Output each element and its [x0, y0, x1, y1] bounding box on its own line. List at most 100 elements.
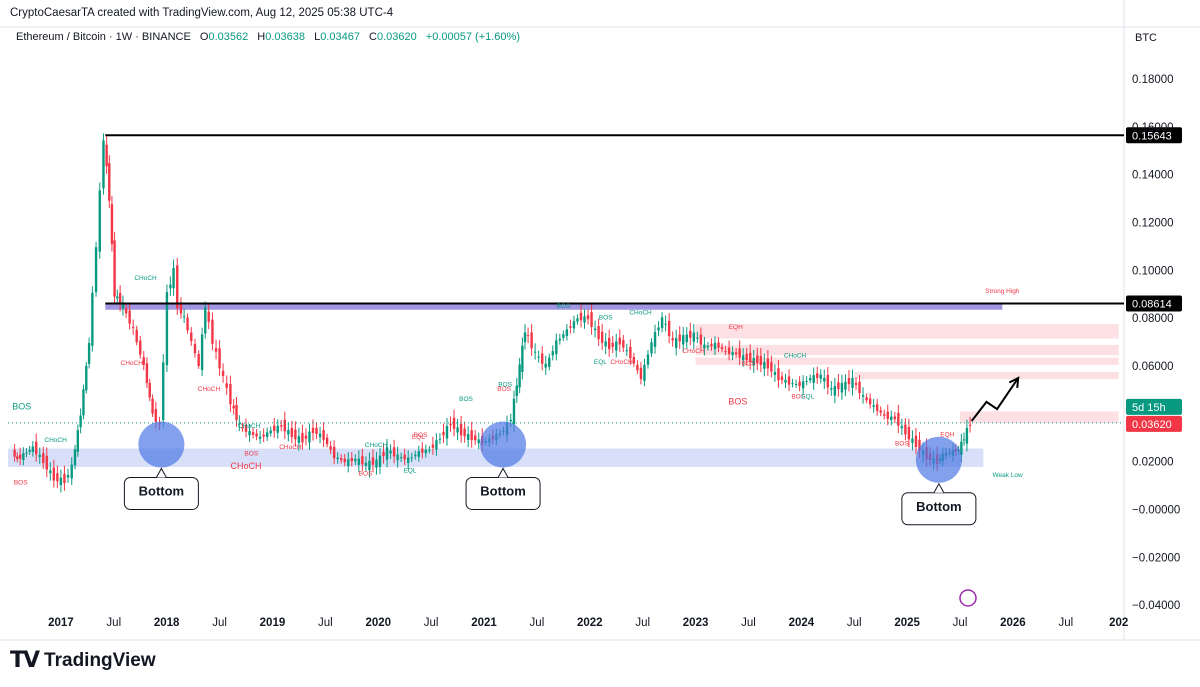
candle-body — [724, 350, 727, 352]
candle-body — [438, 438, 442, 440]
candle-body — [431, 444, 435, 448]
candle-body — [731, 352, 734, 356]
zone-pink — [695, 344, 1119, 356]
x-tick-label: Jul — [106, 617, 121, 629]
candle-body — [615, 341, 618, 351]
structure-annotation: BOS — [728, 397, 747, 407]
candle-body — [28, 449, 31, 452]
symbol-label[interactable]: Ethereum / Bitcoin · 1W · BINANCE — [16, 31, 191, 43]
level-price-label: 0.08614 — [1132, 298, 1172, 310]
candle-body — [756, 355, 759, 364]
candle-body — [893, 416, 897, 420]
bottom-callout-pointer — [497, 467, 509, 478]
candle-body — [847, 378, 851, 385]
zone-purple — [105, 302, 1003, 310]
candle-body — [682, 335, 685, 345]
candle-body — [713, 342, 717, 350]
candle-body — [218, 348, 221, 369]
bottom-callout-box — [123, 476, 199, 510]
candle-body — [530, 332, 533, 349]
last-price-tag — [1126, 415, 1182, 432]
candle-body — [741, 355, 745, 361]
bottom-callout-box — [465, 476, 541, 510]
candle-body — [176, 265, 179, 309]
candle-body — [763, 362, 766, 369]
candle-body — [52, 467, 56, 481]
candle-body — [646, 354, 650, 365]
bottom-callout-label: Bottom — [480, 483, 526, 498]
candle-body — [766, 358, 770, 369]
candle-body — [858, 381, 861, 394]
candle-body — [840, 382, 844, 393]
candle-body — [258, 436, 262, 439]
structure-annotation: CHoCH — [134, 275, 157, 282]
last-price-label: 0.03620 — [1132, 419, 1172, 431]
candle-body — [477, 439, 480, 444]
bottom-callout-label: Bottom — [916, 499, 962, 514]
candle-body — [749, 352, 752, 363]
candle-body — [221, 370, 225, 376]
x-tick-label: 2018 — [154, 617, 180, 629]
candle-body — [22, 453, 25, 460]
structure-annotation: BOS — [556, 303, 570, 310]
candle-body — [883, 414, 886, 416]
candle-body — [118, 292, 122, 305]
candle-body — [35, 441, 38, 455]
candle-body — [82, 389, 85, 416]
candle-body — [70, 464, 73, 479]
candle-body — [350, 458, 353, 462]
zone-pink — [695, 357, 1119, 365]
structure-annotation: BOS — [459, 396, 473, 403]
structure-annotation: EQL — [412, 434, 425, 441]
tradingview-logo[interactable]: TV TradingView — [10, 648, 156, 673]
candle-body — [124, 308, 128, 314]
structure-annotation: BOS — [742, 360, 756, 367]
candle-body — [193, 343, 197, 354]
structure-annotation: Weak Low — [993, 472, 1024, 479]
candle-body — [232, 405, 235, 409]
structure-annotation: CHoCH — [121, 360, 144, 367]
currency-label[interactable]: BTC — [1135, 32, 1157, 44]
x-tick-label: 2019 — [260, 617, 286, 629]
candle-body — [283, 419, 286, 432]
candle-body — [172, 267, 175, 289]
candle-body — [301, 432, 304, 443]
candle-body — [442, 431, 445, 436]
bottom-circle — [915, 436, 962, 483]
candle-body — [399, 457, 403, 459]
candle-body — [965, 427, 969, 444]
x-tick-label: Jul — [424, 617, 439, 629]
candle-body — [154, 409, 158, 422]
structure-annotation: BOS — [599, 314, 613, 321]
candle-body — [911, 438, 914, 443]
candle-body — [428, 449, 431, 451]
candle-body — [445, 425, 449, 439]
y-tick-label: −0.02000 — [1132, 552, 1180, 564]
candle-body — [73, 449, 77, 466]
y-tick-label: 0.10000 — [1132, 265, 1174, 277]
candle-body — [45, 455, 48, 470]
x-tick-label: Jul — [318, 617, 333, 629]
candle-body — [186, 317, 189, 331]
candle-body — [128, 310, 131, 324]
ohlc-legend: Ethereum / Bitcoin · 1W · BINANCE O0.035… — [16, 31, 520, 43]
candle-body — [808, 378, 812, 381]
candle-body — [671, 338, 674, 341]
candle-body — [466, 434, 470, 440]
change-value: +0.00057 (+1.60%) — [425, 31, 520, 43]
candle-body — [752, 358, 755, 366]
candle-body — [823, 377, 826, 382]
candle-body — [311, 427, 315, 433]
candle-body — [544, 363, 547, 368]
candle-body — [211, 319, 214, 344]
candle-body — [583, 316, 586, 323]
candle-body — [777, 368, 780, 381]
candle-body — [579, 312, 583, 321]
x-tick-label: 2026 — [1000, 617, 1026, 629]
candle-body — [18, 454, 22, 459]
candle-body — [76, 430, 80, 452]
x-tick-label: Jul — [847, 617, 862, 629]
x-tick-label: Jul — [741, 617, 756, 629]
candle-body — [304, 435, 308, 439]
